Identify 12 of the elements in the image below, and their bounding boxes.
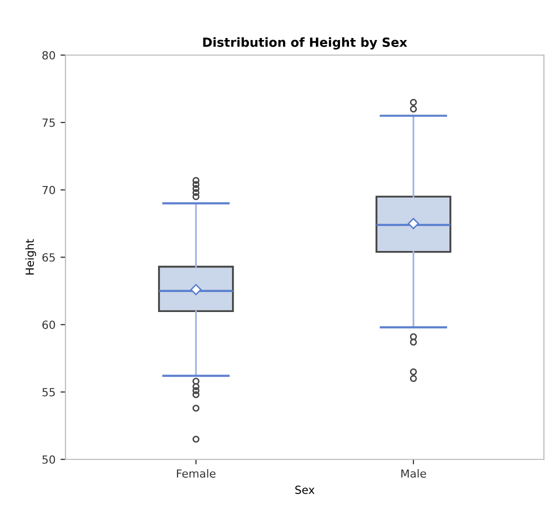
x-tick-label: Male — [401, 469, 426, 478]
y-tick-label: 80 — [42, 51, 56, 60]
y-tick-label: 70 — [42, 186, 56, 194]
y-tick-label: 50 — [42, 455, 56, 464]
y-tick-label: 55 — [42, 388, 55, 396]
y-tick-label: 75 — [42, 118, 55, 127]
x-tick-label: Female — [176, 469, 216, 478]
y-tick-label: 60 — [42, 320, 56, 330]
y-axis-title: Height — [25, 239, 36, 275]
y-tick-label: 65 — [42, 253, 55, 262]
x-axis-title: Sex — [295, 486, 314, 494]
chart-title: Distribution of Height by Sex — [203, 37, 408, 50]
